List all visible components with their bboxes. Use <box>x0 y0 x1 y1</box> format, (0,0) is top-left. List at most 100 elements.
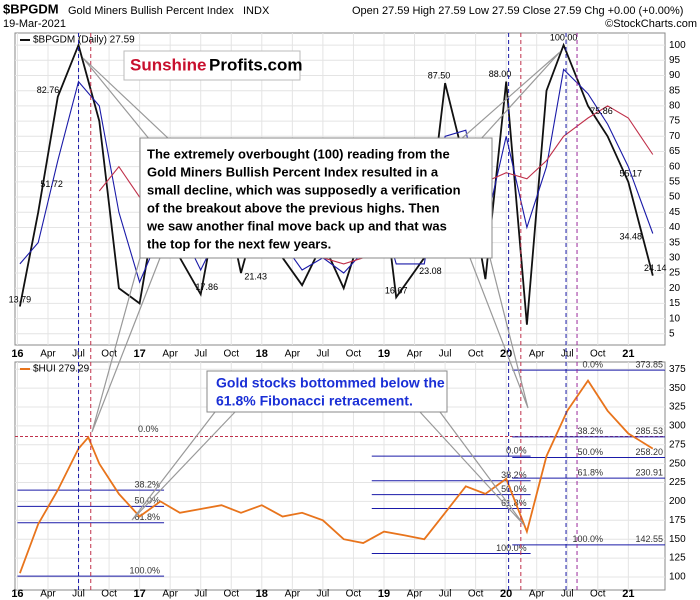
x-tick-label: 21 <box>622 588 634 600</box>
x-tick-label: Jul <box>439 349 452 360</box>
callout-text: we saw another final move back up and th… <box>146 218 447 233</box>
callout-box <box>206 370 448 413</box>
y-tick-label: 75 <box>669 116 681 127</box>
fib-label: 38.2% <box>577 426 603 436</box>
y-tick-label: 325 <box>669 402 686 413</box>
point-label: 21.43 <box>244 271 267 281</box>
fib-label: 100.0% <box>130 566 161 576</box>
x-tick-label: Apr <box>285 589 301 600</box>
x-tick-label: Oct <box>223 589 239 600</box>
x-tick-label: Oct <box>346 349 362 360</box>
x-tick-label: 20 <box>500 348 512 360</box>
y-tick-label: 30 <box>669 252 681 263</box>
point-label: 88.00 <box>489 69 512 79</box>
point-label: 75.86 <box>590 106 613 116</box>
pointer <box>91 257 161 433</box>
x-tick-label: Apr <box>529 589 545 600</box>
callout-text: The extremely overbought (100) reading f… <box>147 146 450 161</box>
x-tick-label: Jul <box>194 589 207 600</box>
fib-label: 50.0% <box>501 484 527 494</box>
y-tick-label: 275 <box>669 439 686 450</box>
x-tick-label: Apr <box>162 589 178 600</box>
x-tick-label: Jul <box>561 589 574 600</box>
y-tick-label: 300 <box>669 421 686 432</box>
fib-value: 142.55 <box>635 534 663 544</box>
fib-label: 61.8% <box>577 467 603 477</box>
x-tick-label: Oct <box>468 349 484 360</box>
y-tick-label: 100 <box>669 572 686 583</box>
callout-text: small decline, which was supposedly a ve… <box>147 182 461 197</box>
callout-text: of the breakout above the previous highs… <box>147 200 440 215</box>
x-tick-label: Jul <box>72 589 85 600</box>
pointer <box>419 411 525 526</box>
fib-label: 50.0% <box>577 447 603 457</box>
point-label: 51.72 <box>40 179 63 189</box>
y-tick-label: 20 <box>669 283 681 294</box>
x-tick-label: Jul <box>439 589 452 600</box>
fib-label: 61.8% <box>501 498 527 508</box>
y-tick-label: 15 <box>669 298 681 309</box>
x-tick-label: Oct <box>101 589 117 600</box>
date: 19-Mar-2021 <box>3 18 66 30</box>
x-tick-label: 18 <box>256 588 268 600</box>
x-tick-label: Jul <box>316 349 329 360</box>
reference-label: 0.0% <box>138 424 159 434</box>
callout-pointers <box>82 51 561 526</box>
upper-frame <box>14 32 666 346</box>
fib-label: 61.8% <box>135 512 161 522</box>
fib-label: 38.2% <box>135 479 161 489</box>
point-label: 82.76 <box>37 85 60 95</box>
y-tick-label: 150 <box>669 534 686 545</box>
x-tick-label: Apr <box>40 589 56 600</box>
x-tick-label: Apr <box>285 349 301 360</box>
pointer <box>469 257 529 409</box>
y-tick-label: 80 <box>669 101 681 112</box>
x-tick-label: Oct <box>101 349 117 360</box>
x-tick-label: Oct <box>590 589 606 600</box>
symbol: $BPGDM <box>3 1 59 16</box>
x-tick-label: Apr <box>407 349 423 360</box>
callout-text: Gold Miners Bullish Percent Index result… <box>147 164 439 179</box>
x-tick-label: Oct <box>346 589 362 600</box>
x-tick-label: Oct <box>590 349 606 360</box>
y-tick-label: 65 <box>669 146 681 157</box>
x-tick-label: Jul <box>561 349 574 360</box>
fib-label: 0.0% <box>506 446 527 456</box>
y-tick-label: 100 <box>669 40 686 51</box>
series-line <box>19 378 654 574</box>
pointer <box>82 57 171 141</box>
callout-text: Gold stocks bottommed below the <box>216 375 445 391</box>
ohlc: Open 27.59 High 27.59 Low 27.59 Close 27… <box>352 5 683 17</box>
pointer <box>459 51 561 141</box>
callout-text: the top for the next few years. <box>147 236 331 251</box>
x-tick-label: Oct <box>223 349 239 360</box>
x-tick-label: Jul <box>72 349 85 360</box>
x-tick-label: Oct <box>468 589 484 600</box>
y-tick-label: 5 <box>669 328 675 339</box>
y-tick-label: 35 <box>669 237 681 248</box>
x-tick-label: 17 <box>133 348 145 360</box>
y-tick-label: 175 <box>669 515 686 526</box>
y-tick-label: 10 <box>669 313 681 324</box>
y-tick-label: 90 <box>669 70 681 81</box>
y-tick-label: 350 <box>669 383 686 394</box>
series-line <box>19 68 654 284</box>
x-tick-label: Jul <box>194 349 207 360</box>
legend-label: $HUI 279.29 <box>33 364 90 375</box>
fib-label: 38.2% <box>501 470 527 480</box>
legend-label: $BPGDM (Daily) 27.59 <box>33 35 135 46</box>
fib-value: 373.85 <box>635 360 663 370</box>
y-tick-label: 60 <box>669 161 681 172</box>
x-tick-label: 18 <box>256 348 268 360</box>
fib-label: 100.0% <box>572 534 603 544</box>
fib-value: 258.20 <box>635 447 663 457</box>
lower-frame <box>14 361 666 591</box>
point-label: 100.00 <box>550 32 578 42</box>
callout-box <box>139 137 493 259</box>
index-name: Gold Miners Bullish Percent Index <box>68 5 234 17</box>
callout-text: 61.8% Fibonacci retracement. <box>216 393 413 409</box>
point-label: 16.67 <box>385 286 408 296</box>
y-tick-label: 225 <box>669 477 686 488</box>
x-tick-label: Apr <box>162 349 178 360</box>
